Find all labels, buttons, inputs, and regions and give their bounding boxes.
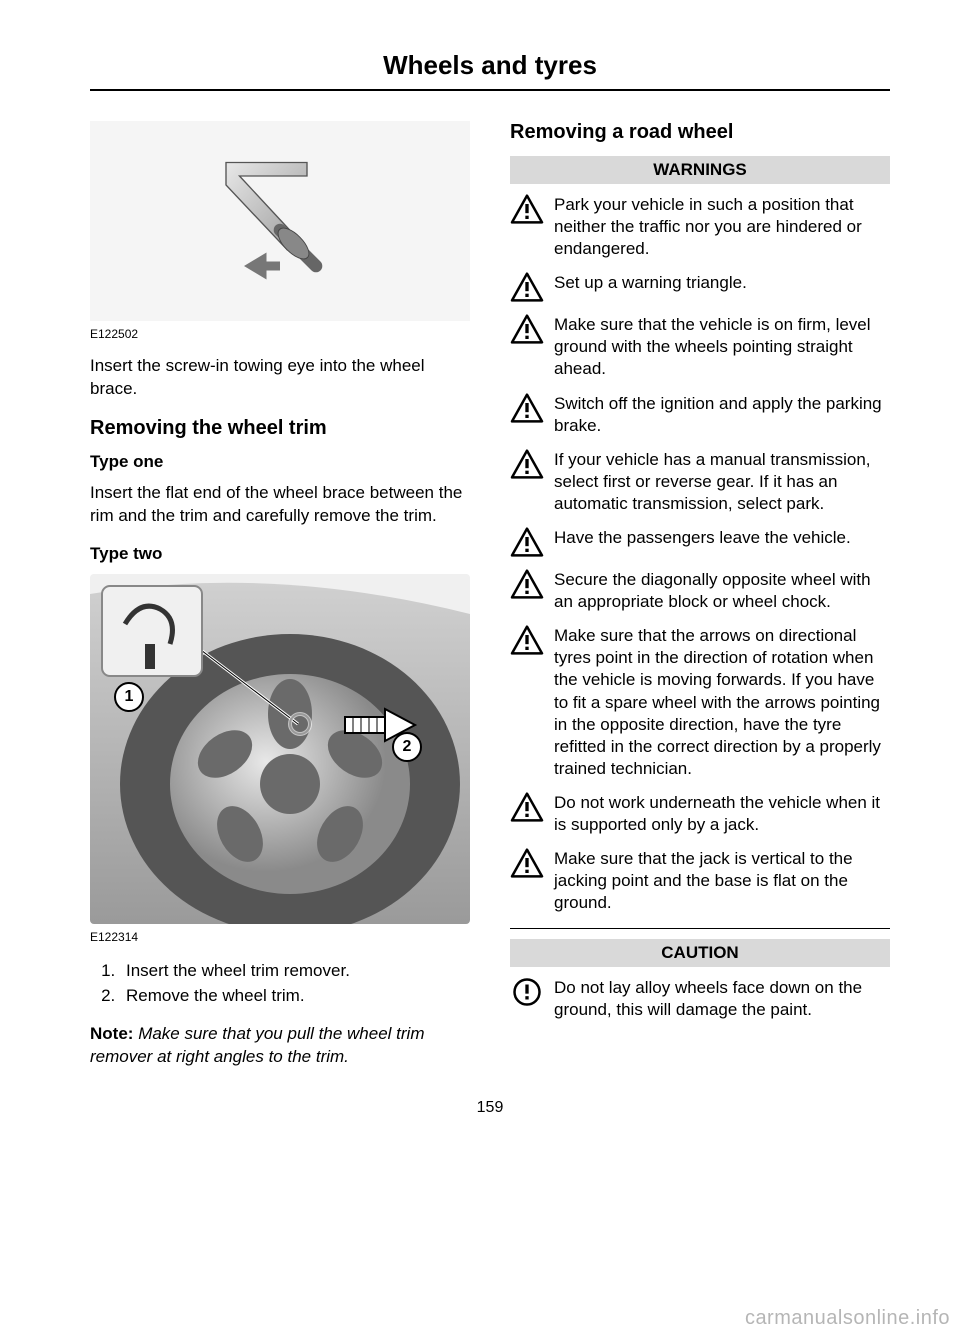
warning-text: Set up a warning triangle. [554, 272, 890, 302]
list-item: Insert the wheel trim remover. [120, 958, 470, 984]
warning-text: If your vehicle has a manual transmissio… [554, 449, 890, 515]
warning-icon [510, 393, 544, 423]
warning-text: Do not work underneath the vehicle when … [554, 792, 890, 836]
heading-removing-road-wheel: Removing a road wheel [510, 121, 890, 144]
warning-item: Switch off the ignition and apply the pa… [510, 393, 890, 437]
warning-text: Make sure that the arrows on directional… [554, 625, 890, 780]
watermark: carmanualsonline.info [745, 1307, 950, 1330]
list-item: Remove the wheel trim. [120, 983, 470, 1009]
diagram-2-label: E122314 [90, 930, 470, 944]
warning-icon [510, 272, 544, 302]
warning-icon [510, 848, 544, 878]
page-number: 159 [90, 1099, 890, 1117]
caution-text: Do not lay alloy wheels face down on the… [554, 977, 890, 1021]
page: Wheels and tyres E122502 [0, 0, 960, 1157]
warning-text: Switch off the ignition and apply the pa… [554, 393, 890, 437]
warning-icon [510, 792, 544, 822]
warning-text: Have the passengers leave the vehicle. [554, 527, 890, 557]
diagram-towing-eye [90, 121, 470, 321]
caution-item: Do not lay alloy wheels face down on the… [510, 977, 890, 1021]
warnings-list: Park your vehicle in such a position tha… [510, 194, 890, 914]
caution-header: CAUTION [510, 939, 890, 967]
warning-item: If your vehicle has a manual transmissio… [510, 449, 890, 515]
warning-item: Secure the diagonally opposite wheel wit… [510, 569, 890, 613]
warning-item: Make sure that the jack is vertical to t… [510, 848, 890, 914]
warning-text: Park your vehicle in such a position tha… [554, 194, 890, 260]
caution-icon [510, 977, 544, 1007]
note-label: Note: [90, 1024, 133, 1043]
warning-icon [510, 625, 544, 655]
cautions-list: Do not lay alloy wheels face down on the… [510, 977, 890, 1021]
page-title: Wheels and tyres [90, 50, 890, 91]
left-column: E122502 Insert the screw-in towing eye i… [90, 121, 470, 1069]
intro-text: Insert the screw-in towing eye into the … [90, 355, 470, 401]
warning-item: Set up a warning triangle. [510, 272, 890, 302]
warnings-header: WARNINGS [510, 156, 890, 184]
heading-type-two: Type two [90, 544, 470, 564]
warning-text: Secure the diagonally opposite wheel wit… [554, 569, 890, 613]
note: Note: Make sure that you pull the wheel … [90, 1023, 470, 1069]
warning-item: Do not work underneath the vehicle when … [510, 792, 890, 836]
warning-text: Make sure that the jack is vertical to t… [554, 848, 890, 914]
warning-item: Make sure that the vehicle is on firm, l… [510, 314, 890, 380]
warning-icon [510, 527, 544, 557]
warning-item: Make sure that the arrows on directional… [510, 625, 890, 780]
callout-2: 2 [392, 732, 422, 762]
heading-type-one: Type one [90, 452, 470, 472]
warning-icon [510, 569, 544, 599]
steps-list: Insert the wheel trim remover. Remove th… [90, 958, 470, 1009]
warning-icon [510, 314, 544, 344]
warning-item: Park your vehicle in such a position tha… [510, 194, 890, 260]
warning-icon [510, 194, 544, 224]
diagram-1-label: E122502 [90, 327, 470, 341]
content-columns: E122502 Insert the screw-in towing eye i… [90, 121, 890, 1069]
towing-eye-illustration [190, 141, 370, 301]
warning-icon [510, 449, 544, 479]
note-text: Make sure that you pull the wheel trim r… [90, 1024, 425, 1066]
type-one-body: Insert the flat end of the wheel brace b… [90, 482, 470, 528]
right-column: Removing a road wheel WARNINGS Park your… [510, 121, 890, 1069]
diagram-wheel-trim: 1 2 [90, 574, 470, 924]
heading-removing-trim: Removing the wheel trim [90, 417, 470, 440]
divider [510, 928, 890, 929]
warning-text: Make sure that the vehicle is on firm, l… [554, 314, 890, 380]
warning-item: Have the passengers leave the vehicle. [510, 527, 890, 557]
callout-1: 1 [114, 682, 144, 712]
